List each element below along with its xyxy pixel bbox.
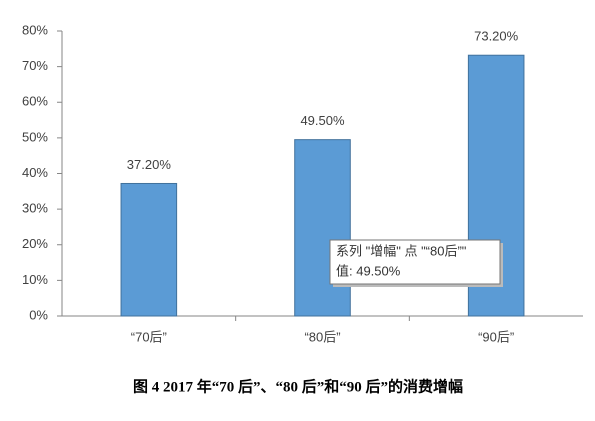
tooltip: 系列 "增幅" 点 "“80后”" 值: 49.50% [329, 239, 503, 287]
tooltip-line: 系列 "增幅" 点 "“80后”" [336, 243, 467, 258]
y-tick-label: 40% [22, 165, 48, 180]
x-tick-label: “90后” [478, 329, 514, 344]
caption: 图 4 2017 年“70 后”、“80 后”和“90 后”的消费增幅 [133, 377, 463, 395]
y-tick-label: 60% [22, 94, 48, 109]
y-tick-label: 70% [22, 58, 48, 73]
tooltip-line: 值: 49.50% [336, 263, 401, 278]
y-tick-label: 30% [22, 201, 48, 216]
x-tick-label: “70后” [131, 329, 167, 344]
value-label: 37.20% [127, 157, 172, 172]
y-tick-label: 10% [22, 272, 48, 287]
tooltip-box [329, 239, 501, 285]
x-tick-label: “80后” [304, 329, 340, 344]
bar [294, 139, 351, 317]
y-tick-label: 80% [22, 22, 48, 37]
y-tick-label: 50% [22, 129, 48, 144]
y-tick-label: 20% [22, 236, 48, 251]
value-label: 49.50% [300, 113, 345, 128]
bar [120, 182, 178, 317]
value-label: 73.20% [474, 29, 519, 44]
y-tick-label: 0% [29, 307, 48, 322]
